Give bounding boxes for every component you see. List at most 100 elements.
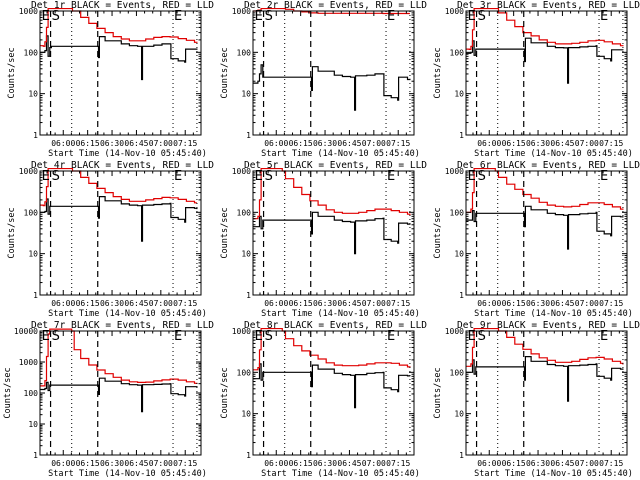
y-axis-label: Counts/sec (7, 47, 17, 98)
y-axis-label: Counts/sec (220, 367, 230, 418)
interval-end-marker-left: E (468, 329, 476, 344)
interval-end-marker: E (387, 9, 395, 24)
chart-title: Det 5r BLACK = Events, RED = LLD (244, 160, 427, 171)
x-tick-label: 06:30 (526, 299, 550, 308)
axes-frame (252, 330, 415, 456)
x-tick-label: 06:45 (550, 139, 574, 148)
y-tick-label: 1000 (445, 167, 464, 176)
x-tick-label: 06:00 (477, 299, 501, 308)
y-tick-label: 10 (28, 420, 38, 429)
y-tick-label: 10 (454, 250, 464, 259)
y-axis-label: Counts/sec (433, 207, 443, 258)
chart-title: Det 9r BLACK = Events, RED = LLD (457, 320, 640, 331)
y-tick-label: 1000 (445, 7, 464, 16)
x-tick-label: 06:00 (264, 139, 288, 148)
x-tick-label: 07:00 (149, 139, 173, 148)
interval-end-marker: E (387, 169, 395, 184)
y-axis-label: Counts/sec (220, 207, 230, 258)
series-line-events (466, 356, 624, 402)
y-tick-label: 10000 (14, 327, 38, 336)
interval-end-marker-left: E (42, 9, 50, 24)
chart-title: Det 7r BLACK = Events, RED = LLD (31, 320, 214, 331)
x-tick-label: 06:45 (124, 459, 148, 468)
x-tick-label: 07:15 (386, 299, 410, 308)
x-tick-label: 06:15 (76, 139, 100, 148)
axes-frame (39, 330, 202, 456)
axes-frame (465, 170, 628, 296)
y-tick-label: 100 (237, 208, 252, 217)
x-tick-label: 07:00 (575, 459, 599, 468)
x-tick-label: 07:15 (386, 459, 410, 468)
x-tick-label: 06:45 (124, 139, 148, 148)
x-tick-label: 06:30 (526, 139, 550, 148)
interval-end-marker-left: E (42, 329, 50, 344)
y-axis-label: Counts/sec (433, 47, 443, 98)
chart-title: Det 6r BLACK = Events, RED = LLD (457, 160, 640, 171)
interval-end-marker-left: E (468, 169, 476, 184)
x-tick-label: 06:45 (550, 459, 574, 468)
y-tick-label: 100 (237, 368, 252, 377)
x-tick-label: 07:15 (173, 299, 197, 308)
interval-end-marker: E (174, 329, 182, 344)
x-tick-label: 06:15 (289, 459, 313, 468)
y-axis-label: Counts/sec (7, 207, 17, 258)
x-axis-label: Start Time (14-Nov-10 05:45:40) (48, 469, 207, 479)
interval-end-marker: E (174, 9, 182, 24)
interval-end-marker: E (387, 329, 395, 344)
interval-end-marker-left: E (42, 169, 50, 184)
y-tick-label: 10 (28, 90, 38, 99)
series-line-lld (40, 328, 198, 387)
x-tick-label: 06:15 (76, 299, 100, 308)
y-tick-label: 100 (24, 48, 39, 57)
x-tick-label: 07:15 (386, 139, 410, 148)
interval-end-marker-left: E (255, 169, 263, 184)
y-axis-label: Counts/sec (433, 367, 443, 418)
y-tick-label: 1000 (232, 7, 251, 16)
x-axis-label: Start Time (14-Nov-10 05:45:40) (261, 309, 420, 319)
x-tick-label: 06:45 (124, 299, 148, 308)
y-tick-label: 1000 (445, 327, 464, 336)
interval-start-marker: S (478, 329, 486, 344)
series-line-lld (253, 328, 411, 371)
series-line-events (466, 37, 624, 84)
interval-end-marker-left: E (255, 329, 263, 344)
interval-start-marker: S (52, 329, 60, 344)
y-tick-label: 10 (241, 250, 251, 259)
x-tick-label: 07:00 (149, 299, 173, 308)
chart-title: Det 1r BLACK = Events, RED = LLD (31, 0, 214, 11)
y-tick-label: 10 (454, 90, 464, 99)
series-line-lld (40, 168, 197, 207)
y-tick-label: 1 (459, 291, 464, 300)
x-tick-label: 06:00 (477, 139, 501, 148)
series-line-events (253, 211, 411, 255)
x-tick-label: 06:00 (51, 459, 75, 468)
y-tick-label: 100 (450, 368, 465, 377)
y-tick-label: 100 (24, 208, 39, 217)
x-tick-label: 06:00 (477, 459, 501, 468)
x-tick-label: 06:30 (313, 139, 337, 148)
series-line-lld (253, 168, 411, 220)
x-tick-label: 06:15 (76, 459, 100, 468)
series-line-events (40, 377, 198, 413)
y-tick-label: 1 (246, 131, 251, 140)
series-line-lld (466, 8, 624, 50)
y-tick-label: 100 (450, 208, 465, 217)
interval-start-marker: S (52, 9, 60, 24)
x-tick-label: 06:30 (100, 459, 124, 468)
interval-end-marker: E (600, 169, 608, 184)
x-tick-label: 07:00 (575, 299, 599, 308)
y-tick-label: 1000 (19, 7, 38, 16)
x-axis-label: Start Time (14-Nov-10 05:45:40) (261, 149, 420, 159)
y-tick-label: 1 (33, 131, 38, 140)
series-line-events (466, 205, 624, 250)
x-axis-label: Start Time (14-Nov-10 05:45:40) (261, 469, 420, 479)
y-tick-label: 10 (241, 410, 251, 419)
